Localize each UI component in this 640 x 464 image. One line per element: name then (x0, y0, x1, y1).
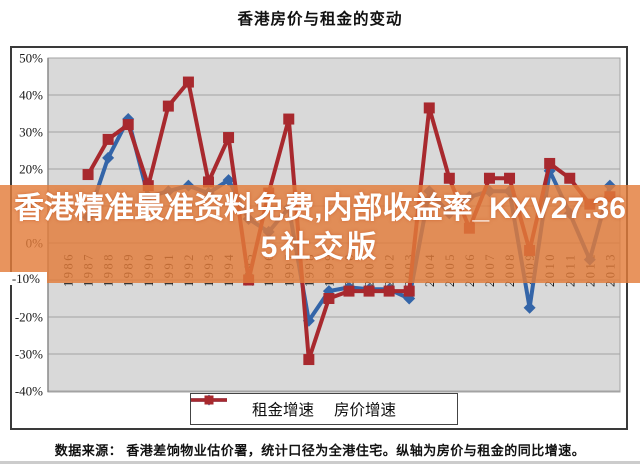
svg-text:-30%: -30% (15, 347, 43, 362)
svg-text:50%: 50% (19, 51, 43, 66)
page-title: 香港房价与租金的变动 (237, 11, 403, 28)
watermark-text-line2: 5社交版 (260, 231, 380, 264)
svg-text:30%: 30% (19, 125, 43, 140)
watermark-overlay: 香港精准最准资料免费,内部收益率_KXV27.36 5社交版 (0, 185, 640, 283)
svg-text:40%: 40% (19, 88, 43, 103)
source-note: 数据来源： 香港差饷物业估价署，统计口径为全港住宅。纵轴为房价与租金的同比增速。 (54, 443, 586, 458)
svg-text:-40%: -40% (15, 384, 43, 399)
svg-text:-20%: -20% (15, 310, 43, 325)
legend-item-price: 房价增速 (191, 395, 397, 420)
chart-legend: 租金增速 房价增速 (190, 393, 458, 425)
legend-item-rent: 租金增速 (191, 394, 314, 420)
y-axis-label-minus10-patch: -10% (0, 272, 47, 285)
svg-text:20%: 20% (19, 162, 43, 177)
watermark-text-line1: 香港精准最准资料免费,内部收益率_KXV27.36 (14, 192, 626, 225)
bottom-strip (0, 461, 640, 464)
legend-label-price: 房价增速 (334, 402, 397, 419)
price-series-marker-icon (191, 395, 227, 405)
chart-frame: 50%40%30%20%10%0%-10%-20%-30%-40%1986198… (10, 46, 628, 430)
legend-label-rent: 租金增速 (251, 402, 314, 419)
